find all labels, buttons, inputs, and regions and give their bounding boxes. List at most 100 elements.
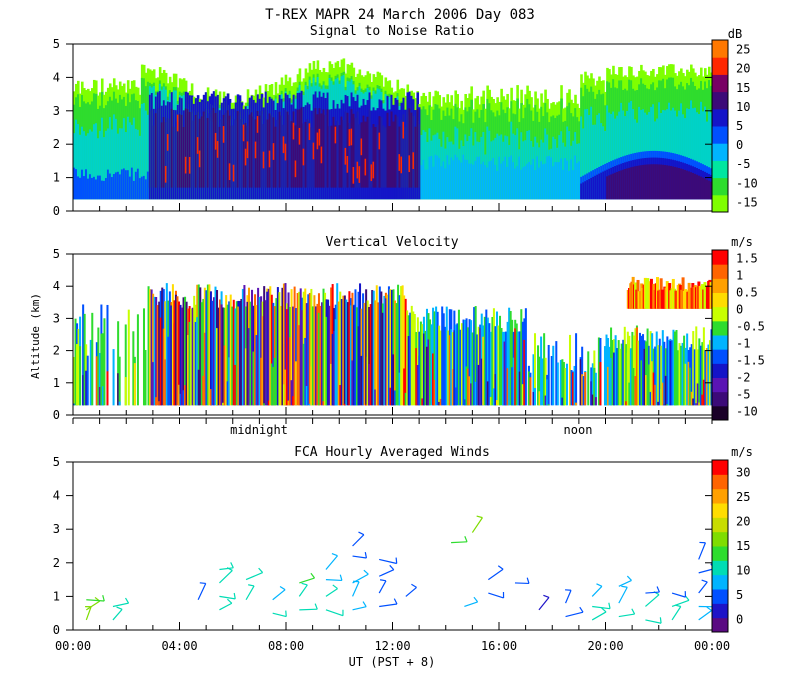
velocity-segment <box>660 389 663 406</box>
wind-barb-feather <box>393 598 398 605</box>
velocity-segment <box>451 368 454 406</box>
snr-hot <box>320 146 323 164</box>
velocity-segment <box>432 353 435 406</box>
y-tick-label: 1 <box>53 376 60 390</box>
velocity-column <box>127 309 130 406</box>
velocity-column <box>73 356 76 406</box>
snr-low <box>452 160 456 200</box>
y-tick-label: 3 <box>53 311 60 325</box>
snr-low <box>142 175 146 200</box>
velocity-column <box>524 308 527 406</box>
velocity-segment <box>692 398 695 406</box>
snr-column-cyan <box>120 128 124 200</box>
snr-low-dark <box>616 171 619 200</box>
velocity-column <box>541 358 544 406</box>
snr-low <box>548 155 551 200</box>
velocity-segment <box>100 333 103 406</box>
velocity-segment <box>305 386 308 406</box>
snr-core-dark <box>268 113 272 188</box>
snr-hot <box>316 132 319 150</box>
velocity-segment <box>266 291 269 406</box>
velocity-column <box>582 376 585 406</box>
wind-barb-shaft <box>112 608 123 621</box>
velocity-segment <box>468 376 471 406</box>
velocity-segment <box>209 389 212 406</box>
snr-low-dark <box>702 177 705 200</box>
snr-column-cyan <box>710 112 712 200</box>
velocity-column <box>165 283 168 406</box>
velocity-column <box>147 286 150 406</box>
wind-barb-shaft <box>378 580 387 594</box>
velocity-segment <box>173 323 176 406</box>
snr-core-dark <box>326 109 330 188</box>
snr-low <box>562 169 565 200</box>
velocity-column <box>406 310 409 406</box>
velocity-column <box>205 290 208 406</box>
velocity-column <box>655 331 658 406</box>
snr-low <box>514 168 517 200</box>
snr-low-dark <box>686 170 689 200</box>
velocity-column <box>359 283 362 406</box>
snr-low-core <box>580 183 583 200</box>
snr-column-cyan <box>696 112 699 200</box>
colorbar-label: 0 <box>736 613 743 627</box>
velocity-column <box>136 314 139 406</box>
velocity-segment <box>632 368 635 406</box>
snr-core-dark <box>228 115 232 188</box>
snr-core-dark <box>362 115 366 188</box>
velocity-column <box>430 324 433 406</box>
snr-core-dark <box>366 116 370 188</box>
velocity-column <box>327 299 330 406</box>
velocity-column <box>273 306 276 406</box>
velocity-column <box>707 344 710 406</box>
velocity-segment <box>249 345 252 406</box>
snr-low <box>124 170 128 200</box>
velocity-column <box>556 362 559 406</box>
snr-core-dark <box>372 124 376 188</box>
colorbar-label: 25 <box>736 43 750 57</box>
snr-column-cyan <box>496 133 499 200</box>
velocity-column <box>307 294 310 406</box>
snr-low-dark <box>608 175 611 200</box>
snr-low <box>138 178 142 200</box>
wind-barb-shaft <box>325 555 338 570</box>
snr-low-dark <box>694 173 697 200</box>
velocity-column <box>77 328 80 406</box>
snr-core-dark <box>286 111 290 188</box>
velocity-column <box>631 331 634 406</box>
snr-low <box>556 162 559 200</box>
snr-core-dark <box>340 116 344 188</box>
snr-low <box>84 169 88 200</box>
velocity-segment <box>626 352 629 406</box>
colorbar-label: 20 <box>736 62 750 76</box>
snr-column-cyan <box>534 136 537 200</box>
velocity-column <box>433 311 436 406</box>
velocity-column <box>421 324 424 406</box>
velocity-column <box>342 295 345 406</box>
velocity-column <box>311 306 314 406</box>
velocity-column <box>533 333 537 406</box>
wind-barb-feather <box>331 553 338 557</box>
velocity-column <box>699 345 702 406</box>
snr-low <box>490 160 493 200</box>
snr-low-dark <box>680 168 683 200</box>
snr-low <box>498 156 501 200</box>
velocity-column <box>565 363 568 406</box>
snr-core-dark <box>400 119 404 188</box>
snr-column-cyan <box>108 117 112 200</box>
velocity-column <box>649 331 652 406</box>
snr-low <box>92 176 96 200</box>
snr-low-dark <box>660 164 663 200</box>
velocity-segment <box>360 355 363 406</box>
wind-barb-feather <box>339 574 343 581</box>
snr-low <box>544 163 547 200</box>
snr-low <box>546 156 549 200</box>
velocity-colorbar-units: m/s <box>731 235 753 249</box>
snr-core-dark <box>266 119 270 188</box>
wind-barb-feather <box>358 531 365 536</box>
snr-core-dark <box>316 114 320 188</box>
snr-low <box>424 169 428 200</box>
velocity-segment <box>689 367 692 406</box>
velocity-column <box>544 357 547 406</box>
snr-low <box>554 162 557 200</box>
